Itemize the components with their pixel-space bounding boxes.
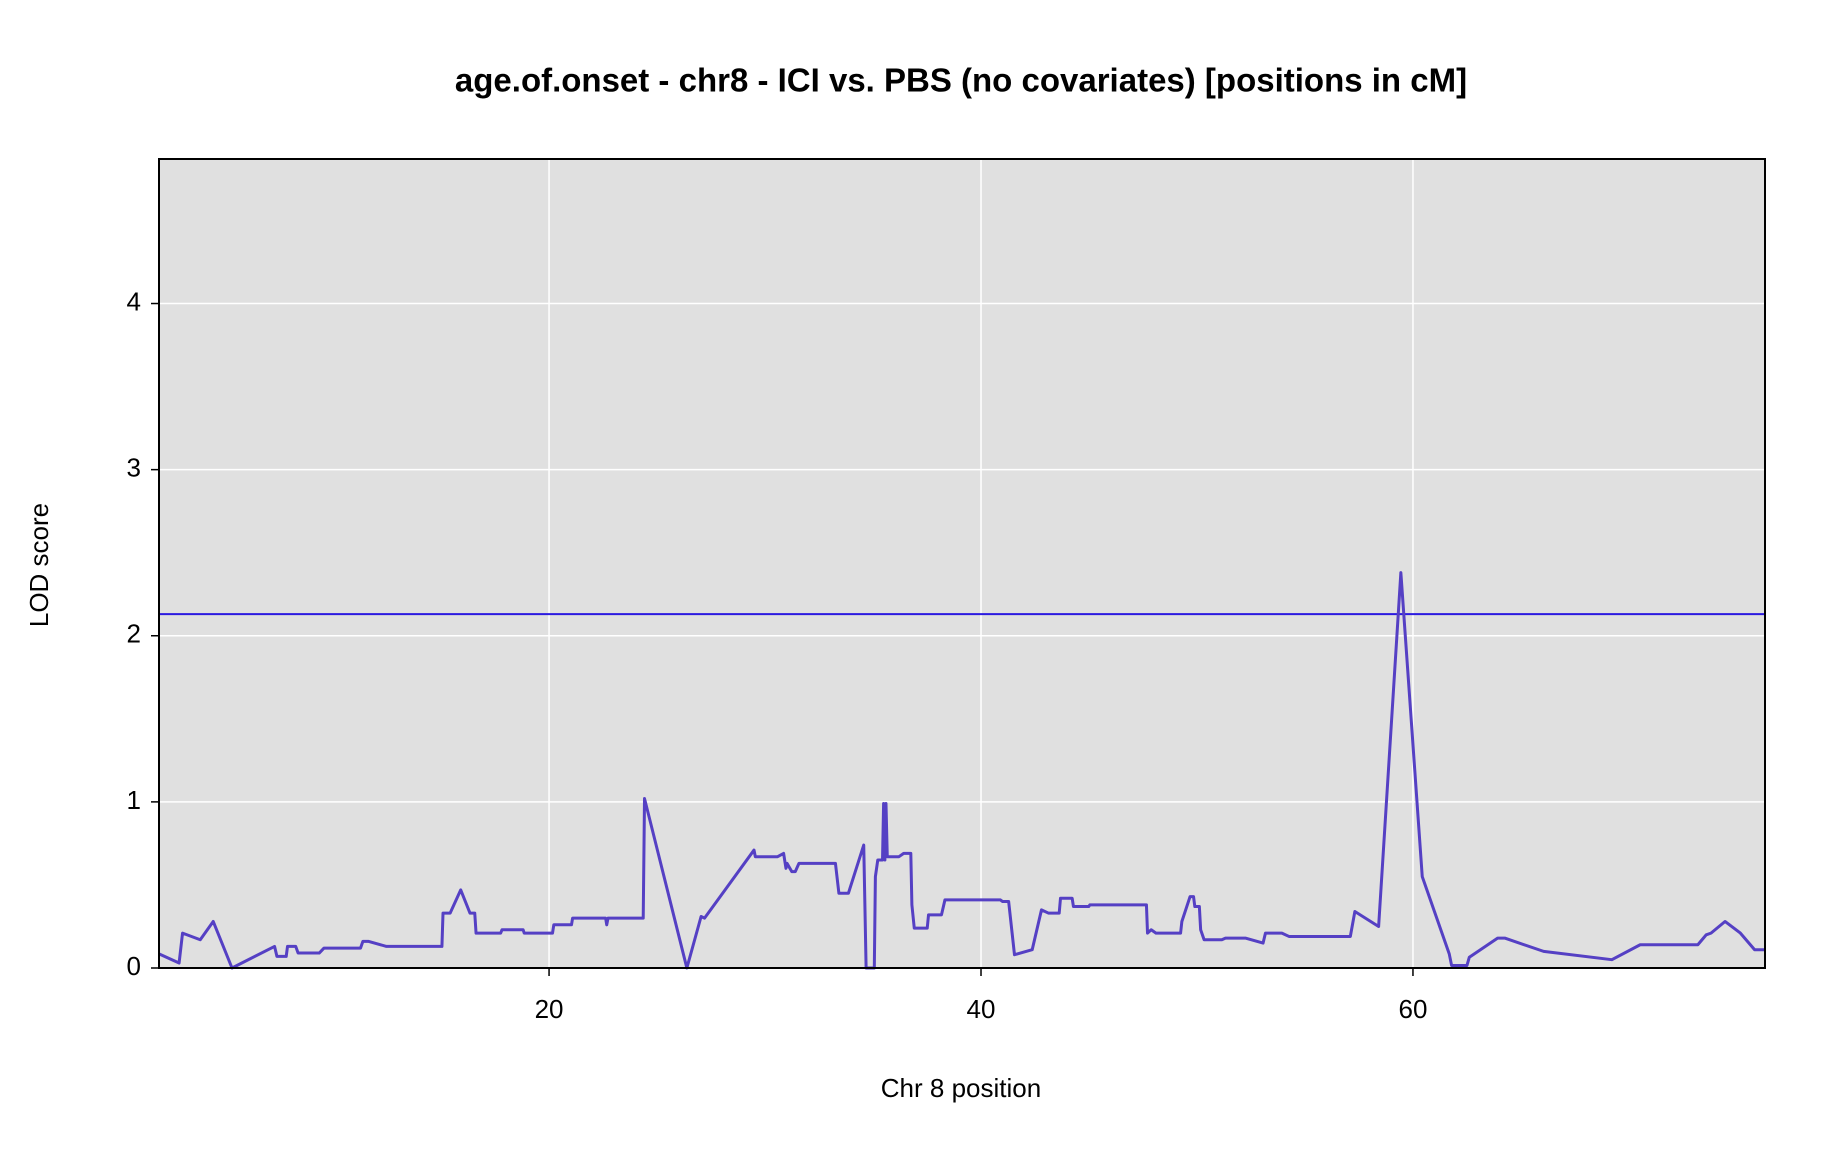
- y-tick-label: 1: [127, 785, 141, 815]
- lod-line: [158, 571, 1765, 970]
- x-axis-label: Chr 8 position: [881, 1073, 1041, 1103]
- y-axis-label: LOD score: [24, 503, 54, 627]
- plot-border: [158, 158, 1766, 969]
- x-tick-label: 40: [967, 994, 996, 1024]
- x-tick-label: 20: [535, 994, 564, 1024]
- chart-title: age.of.onset - chr8 - ICI vs. PBS (no co…: [455, 62, 1467, 99]
- y-tick-label: 0: [127, 951, 141, 981]
- plot-background: [159, 159, 1765, 968]
- y-tick-label: 4: [127, 286, 141, 316]
- y-tick-label: 2: [127, 619, 141, 649]
- x-tick-label: 60: [1398, 994, 1427, 1024]
- y-tick-label: 3: [127, 453, 141, 483]
